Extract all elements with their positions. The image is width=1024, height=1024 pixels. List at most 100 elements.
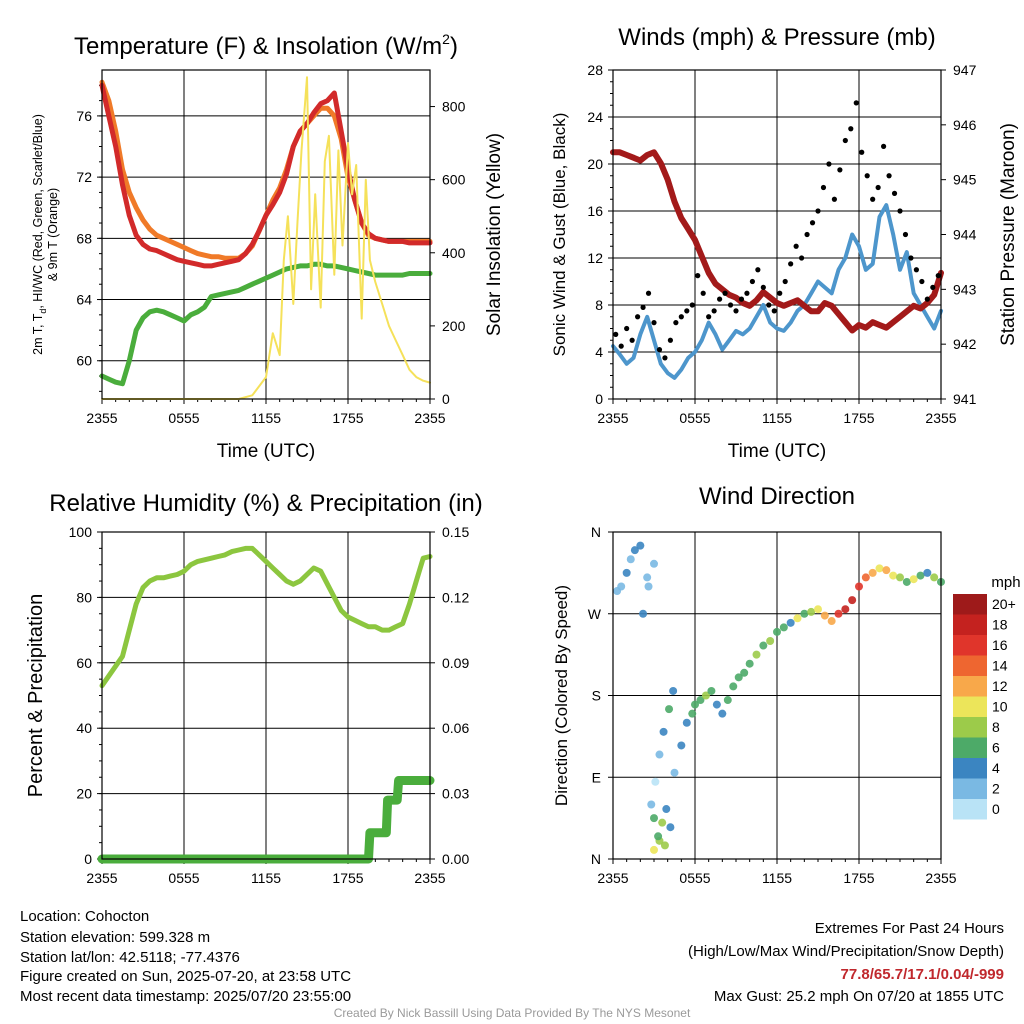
dir-point [643, 573, 652, 582]
wind-gust-point [629, 337, 635, 343]
dir-point [617, 582, 626, 591]
dir-point [740, 668, 749, 677]
wind-y2tick-label: 945 [953, 172, 977, 188]
dir-point [729, 682, 738, 691]
rh-ytick-label: 60 [76, 655, 92, 671]
extremes-values: 77.8/65.7/17.1/0.04/-999 [840, 966, 1004, 983]
wind-gust-point [809, 220, 816, 226]
dir-xtick-label: 1155 [762, 870, 792, 886]
wind-gust-point [902, 231, 909, 238]
legend-label: 14 [992, 658, 1008, 674]
dir-point [650, 845, 658, 854]
temp-border [101, 69, 431, 400]
wind-gust-point [826, 161, 832, 167]
legend-label: 12 [992, 678, 1008, 694]
wind-gust-point [744, 290, 750, 296]
legend-swatch [953, 696, 987, 717]
wind-gust-point [706, 314, 712, 320]
wind-gust-point [684, 308, 690, 314]
wind-gust-point [651, 320, 657, 326]
wind-ytick-label: 24 [587, 109, 603, 125]
wind-gust-point [717, 296, 723, 302]
wind-gust-point [673, 320, 679, 326]
wind-y2tick-label: 943 [953, 281, 977, 297]
wind-gust-point [782, 278, 788, 285]
temp-series-dewpoint [99, 261, 433, 387]
wind-xlabel: Time (UTC) [728, 441, 827, 462]
dir-point [834, 609, 843, 618]
temp-xtick-label: 2355 [86, 410, 117, 426]
latlon-text: Station lat/lon: 42.5118; -77.4376 [20, 949, 240, 966]
legend-label: 2 [992, 781, 1000, 797]
dir-point [902, 577, 911, 586]
wind-gust-point [711, 308, 717, 314]
recent-data-text: Most recent data timestamp: 2025/07/20 2… [20, 988, 352, 1005]
dir-point [759, 641, 768, 650]
wind-gust-point [624, 325, 630, 332]
wind-gust-point [695, 273, 701, 279]
dir-ytick-label: N [591, 851, 601, 867]
wind-gust-point [662, 355, 668, 361]
wind-xtick-label: 1155 [762, 410, 792, 426]
dir-point [655, 750, 664, 759]
dir-point [766, 637, 775, 645]
dir-point [793, 614, 802, 623]
temp-y2tick-label: 0 [442, 391, 450, 407]
wind-xtick-label: 1755 [843, 410, 874, 426]
wind-gust-point [870, 196, 876, 202]
dir-point [889, 571, 898, 580]
wind-y2tick-label: 942 [953, 336, 977, 352]
wind-gust-point [793, 243, 799, 249]
wind-gust-point [820, 184, 827, 191]
temp-xlabel: Time (UTC) [217, 441, 316, 462]
dir-point [626, 555, 635, 564]
dir-point [875, 564, 884, 573]
rh-xtick-label: 2355 [86, 870, 117, 886]
wind-gust-point [771, 308, 777, 314]
wind-ylabel: Sonic Wind & Gust (Blue, Black) [550, 113, 569, 357]
dir-point [882, 566, 891, 575]
rh-y2tick-label: 0.00 [442, 851, 469, 867]
dir-ytick-label: N [591, 524, 601, 540]
wind-y2tick-label: 941 [953, 391, 977, 407]
created-text: Figure created on Sun, 2025-07-20, at 23… [20, 968, 352, 985]
rh-series-precip [97, 776, 435, 864]
dir-point [665, 705, 674, 714]
rh-y2tick-label: 0.06 [442, 720, 469, 736]
dir-point [855, 582, 863, 591]
wind-y2label: Station Pressure (Maroon) [998, 123, 1019, 346]
dir-point [662, 805, 671, 814]
temp-ytick-label: 60 [76, 353, 92, 369]
dir-point [712, 700, 721, 709]
dir-point [691, 700, 699, 709]
rh-y2tick-label: 0.03 [442, 786, 469, 802]
temp-ytick-label: 76 [76, 108, 92, 124]
dir-point [650, 814, 658, 823]
dir-point [827, 617, 836, 626]
wind-gust-point [859, 149, 865, 155]
legend-swatch [953, 758, 987, 779]
legend-swatch [953, 635, 987, 656]
dir-point [896, 573, 904, 582]
rh-title: Relative Humidity (%) & Precipitation (i… [49, 490, 482, 517]
wind-gust-point [913, 267, 920, 273]
dir-point [718, 709, 727, 718]
dir-point [820, 611, 829, 620]
temp-ytick-label: 72 [76, 169, 92, 185]
legend-swatch [953, 594, 987, 615]
legend-label: 0 [992, 801, 1000, 817]
dir-point [647, 800, 656, 809]
legend-title: mph [991, 574, 1020, 591]
legend-swatch [953, 799, 987, 820]
rh-border [101, 531, 431, 860]
dir-point [682, 718, 691, 727]
wind-series-pressure [610, 149, 944, 334]
rh-y2tick-label: 0.12 [442, 589, 469, 605]
legend-swatch [953, 737, 987, 758]
dir-point [622, 568, 631, 577]
rh-ytick-label: 100 [69, 524, 93, 540]
dir-point [841, 605, 850, 614]
wind-ytick-label: 16 [587, 203, 603, 219]
legend-label: 18 [992, 617, 1008, 633]
wind-ytick-label: 0 [595, 391, 603, 407]
